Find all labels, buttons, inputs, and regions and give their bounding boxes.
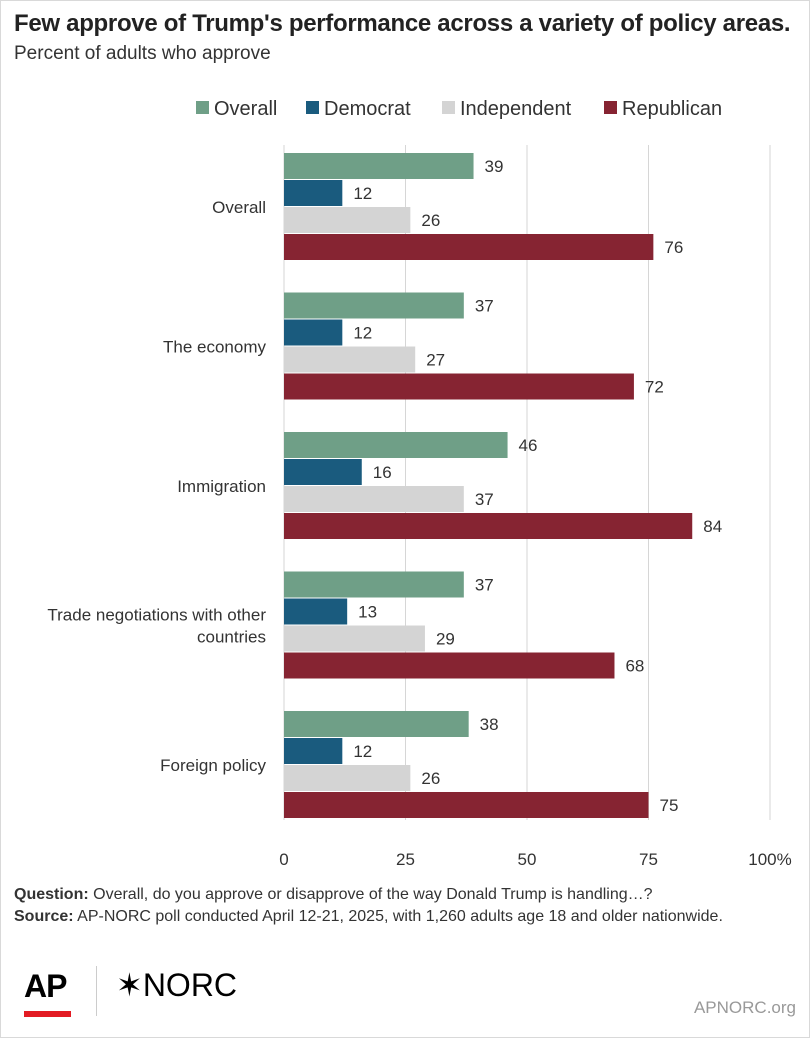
ap-logo: AP	[24, 968, 67, 1004]
bar-democrat	[284, 598, 348, 625]
category-label: countries	[197, 628, 266, 647]
bar-overall	[284, 711, 469, 737]
legend-label-democrat: Democrat	[324, 98, 411, 120]
data-label: 37	[475, 576, 494, 595]
legend-swatch-overall	[196, 101, 209, 114]
category-label: Immigration	[177, 477, 266, 496]
legend-swatch-independent	[442, 101, 455, 114]
legend-label-independent: Independent	[460, 98, 572, 120]
bar-overall	[284, 432, 508, 458]
data-label: 39	[485, 157, 504, 176]
data-label: 26	[421, 769, 440, 788]
bar-democrat	[284, 459, 362, 485]
data-label: 13	[358, 603, 377, 622]
bar-independent	[284, 765, 411, 791]
source-note: Source: AP-NORC poll conducted April 12-…	[14, 908, 723, 925]
data-label: 84	[703, 517, 722, 536]
data-label: 12	[353, 742, 372, 761]
bar-republican	[284, 513, 693, 539]
data-label: 12	[353, 184, 372, 203]
category-label: Foreign policy	[160, 756, 266, 775]
data-label: 72	[645, 378, 664, 397]
norc-logo: ✶NORC	[116, 967, 238, 1003]
x-tick-label: 0	[279, 850, 288, 869]
category-label: The economy	[163, 338, 266, 357]
bar-democrat	[284, 319, 343, 346]
category-label: Trade negotiations with other	[47, 606, 266, 625]
data-label: 26	[421, 211, 440, 230]
bar-republican	[284, 234, 654, 260]
bar-independent	[284, 346, 416, 373]
data-label: 68	[625, 657, 644, 676]
legend-label-republican: Republican	[622, 98, 722, 120]
site-url: APNORC.org	[693, 998, 796, 1017]
chart-subtitle: Percent of adults who approve	[14, 43, 271, 64]
data-label: 16	[373, 463, 392, 482]
bar-independent	[284, 625, 425, 652]
logo-divider	[96, 966, 97, 1016]
bar-chart: Overall Democrat Independent Republican 0 25 5…	[47, 98, 791, 869]
data-label: 46	[519, 436, 538, 455]
legend-swatch-democrat	[306, 101, 319, 114]
x-tick-label: 100%	[748, 850, 791, 869]
bar-independent	[284, 486, 464, 512]
data-label: 27	[426, 351, 445, 370]
bar-republican	[284, 373, 634, 400]
question-note: Question: Overall, do you approve or dis…	[14, 886, 653, 903]
bar-overall	[284, 292, 464, 319]
bar-overall	[284, 153, 474, 179]
data-label: 37	[475, 297, 494, 316]
category-label: Overall	[212, 198, 266, 217]
data-label: 37	[475, 490, 494, 509]
data-label: 38	[480, 715, 499, 734]
bar-republican	[284, 792, 649, 818]
legend-label-overall: Overall	[214, 98, 277, 120]
bar-democrat	[284, 738, 343, 764]
bar-republican	[284, 652, 615, 679]
ap-logo-bar	[24, 1011, 71, 1017]
x-tick-label: 25	[396, 850, 415, 869]
data-label: 76	[664, 238, 683, 257]
chart-title: Few approve of Trump's performance acros…	[14, 10, 791, 37]
bar-overall	[284, 571, 464, 598]
chart-notes: Question: Overall, do you approve or dis…	[14, 884, 799, 928]
bar-independent	[284, 207, 411, 233]
data-label: 75	[660, 796, 679, 815]
bar-democrat	[284, 180, 343, 206]
data-label: 29	[436, 630, 455, 649]
legend-swatch-republican	[604, 101, 617, 114]
data-label: 12	[353, 324, 372, 343]
x-tick-label: 50	[518, 850, 537, 869]
x-tick-label: 75	[639, 850, 658, 869]
